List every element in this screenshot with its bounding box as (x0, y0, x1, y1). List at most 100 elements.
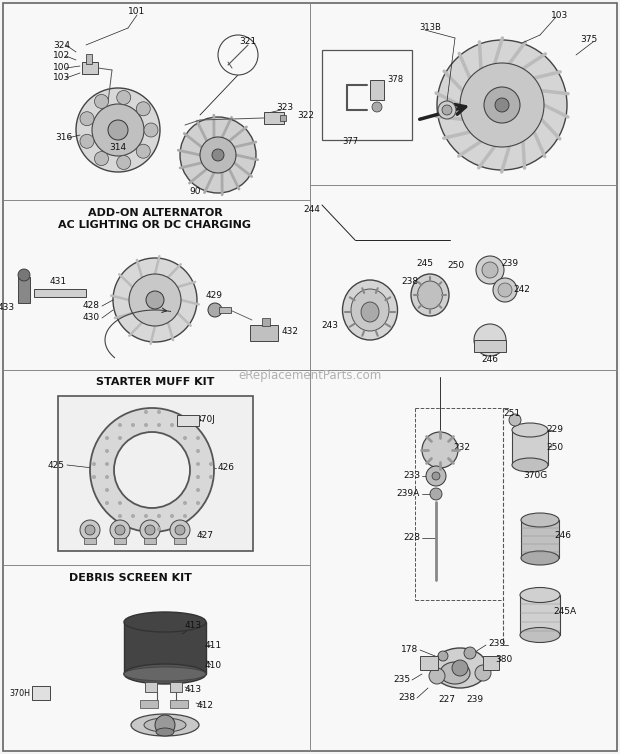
Bar (280, 115, 286, 121)
Circle shape (183, 436, 187, 440)
Circle shape (157, 410, 161, 414)
Circle shape (105, 449, 109, 453)
Text: DEBRIS SCREEN KIT: DEBRIS SCREEN KIT (69, 573, 192, 583)
Circle shape (113, 258, 197, 342)
Circle shape (92, 462, 96, 466)
Circle shape (144, 423, 148, 427)
Bar (483, 656, 499, 670)
Text: 250: 250 (448, 262, 464, 271)
Text: 313B: 313B (419, 23, 441, 32)
Text: 238: 238 (401, 277, 418, 287)
Ellipse shape (144, 718, 186, 732)
Circle shape (157, 514, 161, 518)
Circle shape (129, 274, 181, 326)
Text: 103: 103 (551, 11, 569, 20)
Circle shape (438, 651, 448, 661)
Text: 314: 314 (110, 143, 126, 152)
Circle shape (136, 144, 150, 158)
Bar (512, 430, 548, 465)
Circle shape (18, 269, 30, 281)
Bar (250, 325, 278, 341)
Circle shape (105, 488, 109, 492)
Circle shape (495, 98, 509, 112)
Text: 370G: 370G (523, 470, 547, 480)
Text: 246: 246 (554, 531, 572, 540)
Circle shape (442, 105, 452, 115)
Text: 324: 324 (53, 41, 71, 50)
Ellipse shape (521, 551, 559, 565)
Circle shape (430, 488, 442, 500)
Text: 410: 410 (205, 661, 221, 670)
Circle shape (209, 475, 213, 479)
Bar (140, 700, 158, 708)
Circle shape (144, 514, 148, 518)
Text: 233: 233 (403, 471, 420, 480)
Circle shape (118, 501, 122, 505)
Text: 316: 316 (55, 133, 73, 143)
Text: 103: 103 (53, 73, 71, 82)
Bar (124, 622, 206, 674)
Circle shape (118, 423, 122, 427)
Text: 428: 428 (83, 302, 100, 311)
Circle shape (153, 453, 173, 473)
Text: 228: 228 (403, 534, 420, 542)
Text: 412: 412 (197, 700, 213, 710)
Circle shape (426, 466, 446, 486)
Bar (170, 700, 188, 708)
Text: 244: 244 (303, 206, 320, 214)
Circle shape (157, 527, 161, 531)
Circle shape (183, 514, 187, 518)
Text: 101: 101 (128, 8, 146, 17)
Text: 232: 232 (453, 443, 471, 452)
Text: 245A: 245A (554, 608, 577, 617)
Text: 432: 432 (282, 327, 299, 336)
Circle shape (432, 472, 440, 480)
Circle shape (476, 256, 504, 284)
Circle shape (76, 88, 160, 172)
Circle shape (452, 660, 468, 676)
Circle shape (170, 423, 174, 427)
Ellipse shape (131, 714, 199, 736)
Bar (474, 340, 506, 352)
Text: 242: 242 (513, 286, 531, 295)
Circle shape (183, 501, 187, 505)
Circle shape (474, 324, 506, 356)
Ellipse shape (417, 281, 443, 309)
Circle shape (509, 414, 521, 426)
Circle shape (105, 436, 109, 440)
Circle shape (175, 525, 185, 535)
Circle shape (133, 473, 153, 493)
Bar (370, 80, 384, 100)
Text: 239A: 239A (397, 489, 420, 498)
Bar (174, 538, 186, 544)
Ellipse shape (156, 728, 174, 736)
Text: 427: 427 (197, 531, 213, 540)
Text: 431: 431 (50, 277, 66, 287)
Circle shape (94, 94, 108, 109)
Circle shape (464, 647, 476, 659)
Circle shape (196, 436, 200, 440)
Ellipse shape (512, 423, 548, 437)
Circle shape (180, 117, 256, 193)
Text: 243: 243 (322, 320, 339, 329)
Text: 425: 425 (48, 461, 65, 470)
Circle shape (183, 423, 187, 427)
Ellipse shape (520, 627, 560, 642)
Circle shape (92, 475, 96, 479)
Text: 322: 322 (297, 112, 314, 121)
Ellipse shape (124, 667, 206, 681)
Bar (145, 682, 157, 692)
Text: 239: 239 (502, 259, 518, 268)
Circle shape (437, 40, 567, 170)
Circle shape (117, 155, 131, 170)
Text: 426: 426 (218, 464, 235, 473)
Text: 238: 238 (398, 694, 415, 703)
Circle shape (212, 149, 224, 161)
Bar (86, 54, 92, 64)
Ellipse shape (351, 289, 389, 331)
Circle shape (196, 449, 200, 453)
Circle shape (157, 423, 161, 427)
Ellipse shape (512, 458, 548, 472)
Circle shape (105, 475, 109, 479)
Bar (521, 520, 559, 558)
